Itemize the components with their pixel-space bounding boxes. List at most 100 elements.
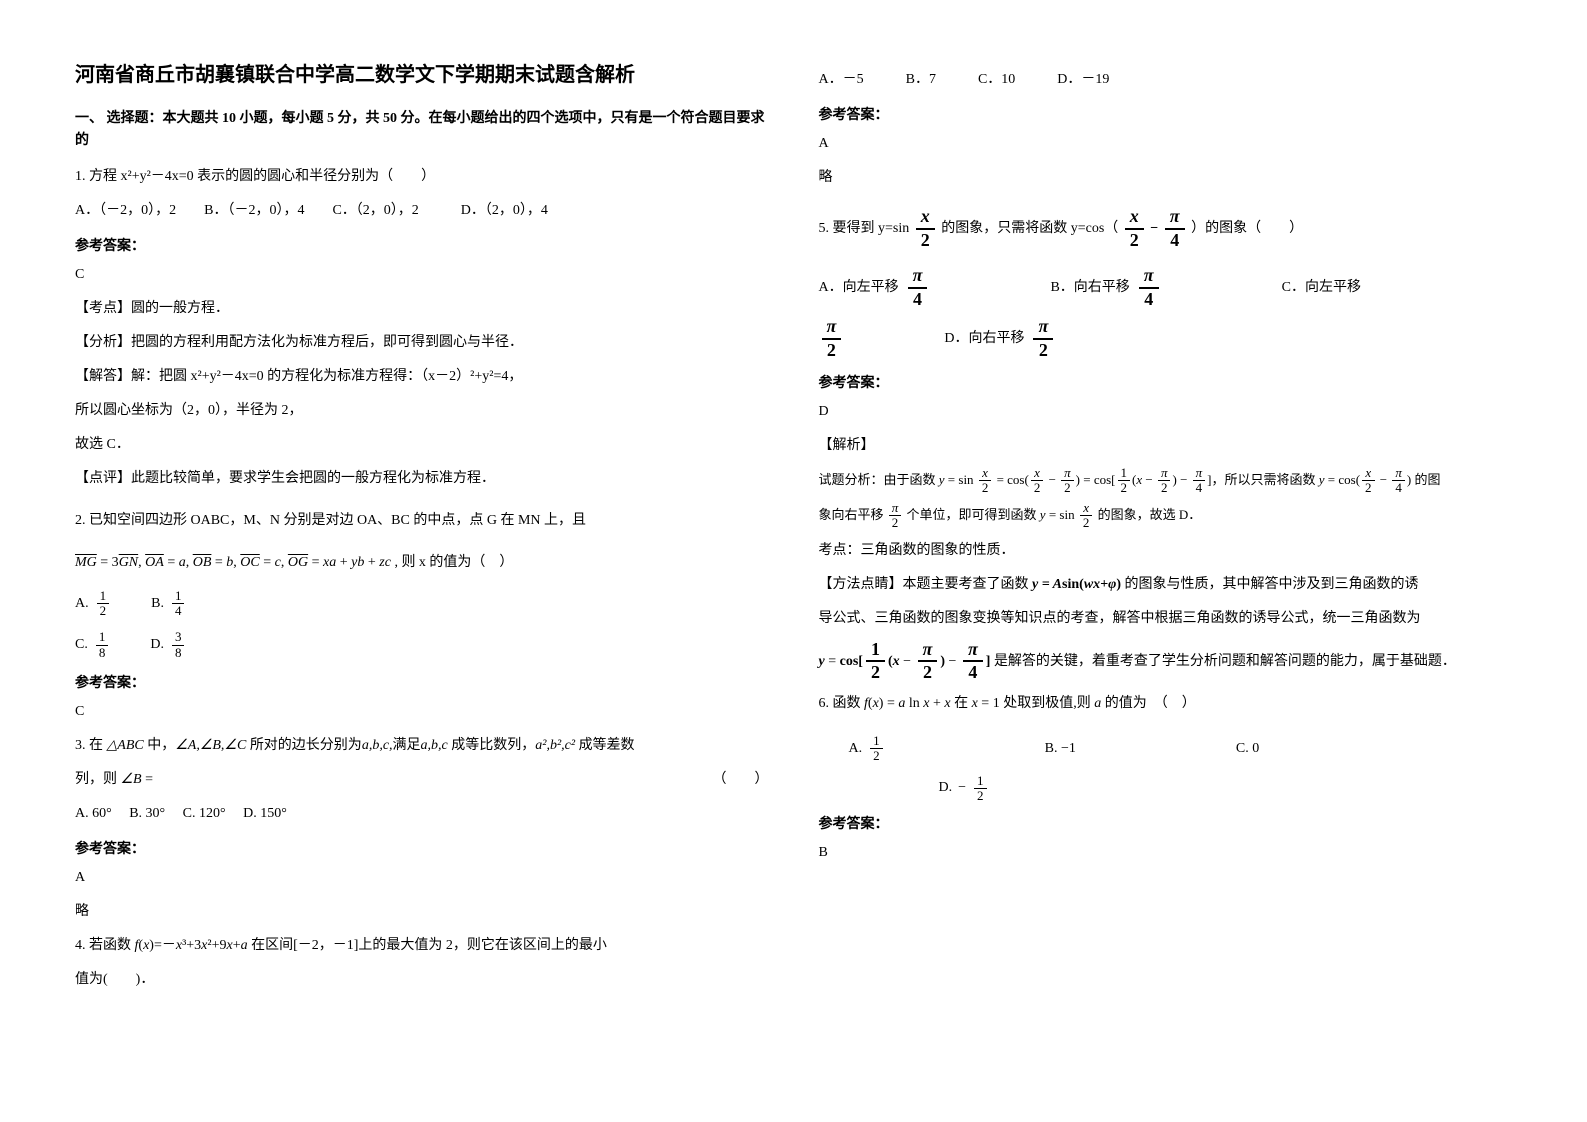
q4-stem2: 值为( )． — [75, 966, 769, 994]
q5-options-row2: π2 D．向右平移 π2 — [819, 316, 1513, 361]
q5-opt-b: B．向右平移 π4 — [1050, 265, 1161, 310]
q5-pi4-d: 4 — [963, 662, 983, 684]
q2-a-den: 2 — [97, 604, 110, 618]
q2-tail: , 则 x 的值为（ ） — [394, 555, 513, 570]
q5-a-num: π — [908, 265, 928, 289]
q5-b-den: 4 — [1139, 289, 1159, 311]
q1-kaodian: 【考点】圆的一般方程． — [75, 295, 769, 323]
q5-d-num: π — [1033, 316, 1053, 340]
q5-x-den: 2 — [916, 230, 935, 252]
q5-c-den: 2 — [822, 340, 842, 362]
q2-answer: C — [75, 698, 769, 726]
q3-lue: 略 — [75, 898, 769, 926]
q5-s1: 5. 要得到 y=sin — [819, 221, 910, 236]
q2-oa: OA — [145, 555, 164, 570]
q6-a-num: 1 — [870, 734, 883, 749]
q2-b-num: 1 — [172, 589, 185, 604]
q6-d-label: D. — [939, 774, 953, 802]
q6-opt-a: A. 12 — [849, 734, 885, 764]
q5-pi4-n: π — [963, 639, 983, 663]
q3-answer-label: 参考答案： — [75, 838, 769, 858]
q4-stem: 4. 若函数 f(x)=－x³+3x²+9x+a 在区间[－2，－1]上的最大值… — [75, 932, 769, 960]
q3-opt-c: C. 120° — [183, 806, 226, 821]
q5-answer: D — [819, 398, 1513, 426]
right-column: A．－5 B．7 C．10 D．－19 参考答案： A 略 5. 要得到 y=s… — [794, 60, 1538, 1062]
q2-b-label: B. — [151, 596, 164, 612]
q3-stem1: 3. 在 △ABC 中，∠A,∠B,∠C 所对的边长分别为a,b,c,满足a,b… — [75, 732, 769, 760]
q5-a-label: A．向左平移 — [819, 271, 899, 305]
q6-d-neg: − — [958, 774, 966, 802]
q1-jieda: 【解答】解：把圆 x²+y²－4x=0 的方程化为标准方程得：（x－2）²+y²… — [75, 363, 769, 391]
q6-answer: B — [819, 839, 1513, 867]
q2-option-d: D. 38 — [150, 630, 186, 660]
q4-answer-label: 参考答案： — [819, 104, 1513, 124]
q2-c-num: 1 — [96, 630, 109, 645]
q5-ff3: y = cos[12(x − π2) − π4] 是解答的关键，着重考查了学生分… — [819, 639, 1513, 684]
q4-lue: 略 — [819, 164, 1513, 192]
q2-gn: GN — [119, 555, 138, 570]
q6-opt-c: C. 0 — [1236, 735, 1259, 763]
q6-options-row2: D. −12 — [939, 774, 1513, 804]
left-column: 河南省商丘市胡襄镇联合中学高二数学文下学期期末试题含解析 一、 选择题：本大题共… — [50, 60, 794, 1062]
q5-fx1: 试题分析：由于函数 y = sin x2 = cos(x2 − π2) = co… — [819, 466, 1513, 496]
q5-d-label: D．向右平移 — [944, 322, 1024, 356]
q2-d-num: 3 — [172, 630, 185, 645]
q2-c-den: 8 — [96, 646, 109, 660]
q2-option-b: B. 14 — [151, 589, 186, 619]
q5-ff1: 【方法点睛】本题主要考查了函数 y = Asin(wx+φ) 的图象与性质，其中… — [819, 571, 1513, 599]
q5-half-n: 1 — [866, 639, 885, 663]
q5-pi-num: π — [1165, 206, 1185, 230]
q3-stem2-row: 列，则 ∠B = （ ） — [75, 766, 769, 794]
q2-og: OG — [288, 555, 308, 570]
q5-ff3e: 是解答的关键，着重考查了学生分析问题和解答问题的能力，属于基础题． — [994, 654, 1456, 669]
q5-c-num: π — [822, 316, 842, 340]
q5-kaodian: 考点：三角函数的图象的性质． — [819, 537, 1513, 565]
q3-stem1-text: 3. 在 — [75, 738, 107, 753]
q5-a-den: 4 — [908, 289, 928, 311]
q6-answer-label: 参考答案： — [819, 813, 1513, 833]
q2-a-label: A. — [75, 596, 89, 612]
q2-option-c: C. 18 — [75, 630, 110, 660]
q6-a-label: A. — [849, 735, 863, 763]
q6-d-den: 2 — [974, 789, 987, 803]
q3-opt-d: D. 150° — [243, 806, 287, 821]
q2-a-num: 1 — [97, 589, 110, 604]
q5-x-num: x — [916, 206, 935, 230]
q1-dianping: 【点评】此题比较简单，要求学生会把圆的一般方程化为标准方程． — [75, 465, 769, 493]
q5-s3: ）的图象（ ） — [1191, 221, 1303, 236]
q1-stem: 1. 方程 x²+y²－4x=0 表示的圆的圆心和半径分别为（ ） — [75, 163, 769, 191]
q5-ff2: 导公式、三角函数的图象变换等知识点的考查，解答中根据三角函数的诱导公式，统一三角… — [819, 605, 1513, 633]
q5-answer-label: 参考答案： — [819, 372, 1513, 392]
q5-jiexi: 【解析】 — [819, 432, 1513, 460]
q1-answer-label: 参考答案： — [75, 235, 769, 255]
q6-d-num: 1 — [974, 774, 987, 789]
q5-pi2-d: 2 — [918, 662, 938, 684]
q4-options: A．－5 B．7 C．10 D．－19 — [819, 66, 1513, 94]
section-1-header: 一、 选择题：本大题共 10 小题，每小题 5 分，共 50 分。在每小题给出的… — [75, 108, 769, 153]
q3-answer: A — [75, 864, 769, 892]
q6-a-den: 2 — [870, 749, 883, 763]
q5-fx2: 象向右平移 π2 个单位，即可得到函数 y = sin x2 的图象，故选 D． — [819, 501, 1513, 531]
q2-equation-row: MG = 3GN, OA = a, OB = b, OC = c, OG = x… — [75, 549, 769, 577]
q2-c-label: C. — [75, 637, 88, 653]
q2-mg: MG — [75, 555, 97, 570]
q5-b-label: B．向右平移 — [1050, 271, 1129, 305]
q5-c-frac: π2 — [822, 316, 842, 361]
q4-answer: A — [819, 130, 1513, 158]
q3-opt-b: B. 30° — [129, 806, 165, 821]
q5-options-row1: A．向左平移 π4 B．向右平移 π4 C．向左平移 — [819, 265, 1513, 310]
q2-b-den: 4 — [172, 604, 185, 618]
q5-d-den: 2 — [1033, 340, 1053, 362]
q6-stem: 6. 函数 f(x) = a ln x + x 在 x = 1 处取到极值,则 … — [819, 690, 1513, 718]
q1-options: A．（－2，0），2 B．（－2，0），4 C．（2，0），2 D．（2，0），… — [75, 197, 769, 225]
q2-stem1: 2. 已知空间四边形 OABC，M、N 分别是对边 OA、BC 的中点，点 G … — [75, 507, 769, 535]
q2-option-a: A. 12 — [75, 589, 111, 619]
q2-oc: OC — [240, 555, 259, 570]
q2-options-row2: C. 18 D. 38 — [75, 630, 769, 660]
q5-half-d: 2 — [866, 662, 885, 684]
q2-ob: OB — [193, 555, 212, 570]
q1-fenxi: 【分析】把圆的方程利用配方法化为标准方程后，即可得到圆心与半径． — [75, 329, 769, 357]
q1-jieda2: 所以圆心坐标为（2，0），半径为 2， — [75, 397, 769, 425]
q1-answer: C — [75, 261, 769, 289]
page-title: 河南省商丘市胡襄镇联合中学高二数学文下学期期末试题含解析 — [75, 60, 769, 90]
